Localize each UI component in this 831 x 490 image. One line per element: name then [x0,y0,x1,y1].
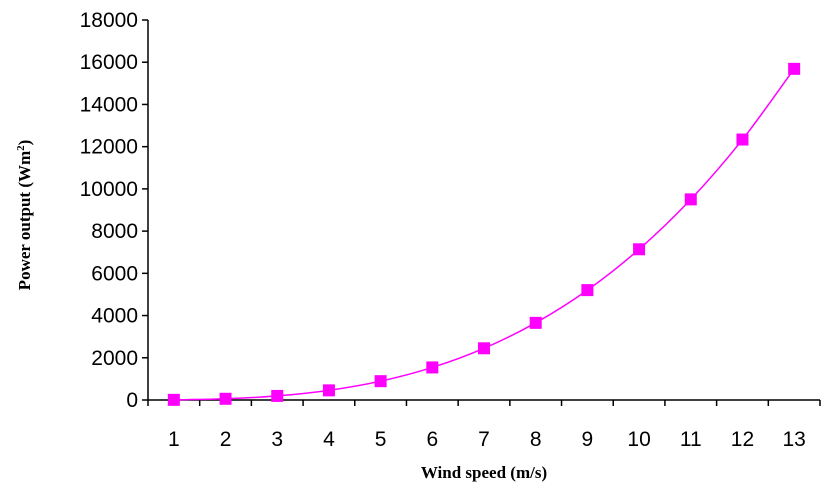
y-axis-ticks: 0 2000 4000 6000 8000 10000 12000 14000 16000 180… [80,9,148,412]
y-axis-title-close: ) [15,140,34,146]
data-point-marker [426,361,439,374]
data-point-marker [684,193,697,206]
data-point-marker [271,389,284,402]
y-tick-label: 12000 [80,136,138,159]
x-tick-label: 1 [168,428,180,451]
x-tick-label: 10 [627,428,650,451]
x-tick-label: 13 [782,428,805,451]
data-point-marker [478,342,490,355]
x-tick-label: 9 [582,428,594,451]
x-axis-ticks: 1 2 3 4 5 6 7 8 9 10 11 12 13 [147,400,821,451]
y-axis-title-text: Power output (Wm [15,151,34,290]
y-tick-label: 2000 [91,347,138,370]
x-tick-label: 12 [731,428,754,451]
x-tick-label: 7 [478,428,490,451]
y-tick-label: 18000 [80,9,138,32]
data-point-marker [736,133,749,146]
series-group [167,62,801,406]
data-point-marker [633,243,646,256]
data-point-marker [788,62,801,75]
data-point-marker [167,393,180,406]
x-tick-label: 6 [426,428,438,451]
y-tick-label: 0 [126,389,138,412]
y-axis-title: Power output (Wm2) [15,140,34,291]
y-tick-label: 14000 [80,93,138,116]
x-axis-title: Wind speed (m/s) [421,463,547,482]
y-tick-label: 4000 [91,305,138,328]
y-tick-label: 6000 [91,262,138,285]
data-point-marker [219,392,232,405]
x-tick-label: 11 [680,428,702,451]
y-tick-label: 10000 [80,178,138,201]
x-tick-label: 5 [375,428,387,451]
data-point-marker [374,375,387,388]
data-point-marker [322,384,335,397]
x-tick-label: 3 [271,428,283,451]
x-tick-label: 4 [323,428,335,451]
x-tick-label: 8 [530,428,542,451]
y-tick-label: 8000 [91,220,138,243]
y-axis-title-superscript: 2 [15,145,27,151]
data-point-marker [581,284,594,297]
x-tick-label: 2 [220,428,232,451]
data-point-marker [529,316,542,329]
y-tick-label: 16000 [80,51,138,74]
